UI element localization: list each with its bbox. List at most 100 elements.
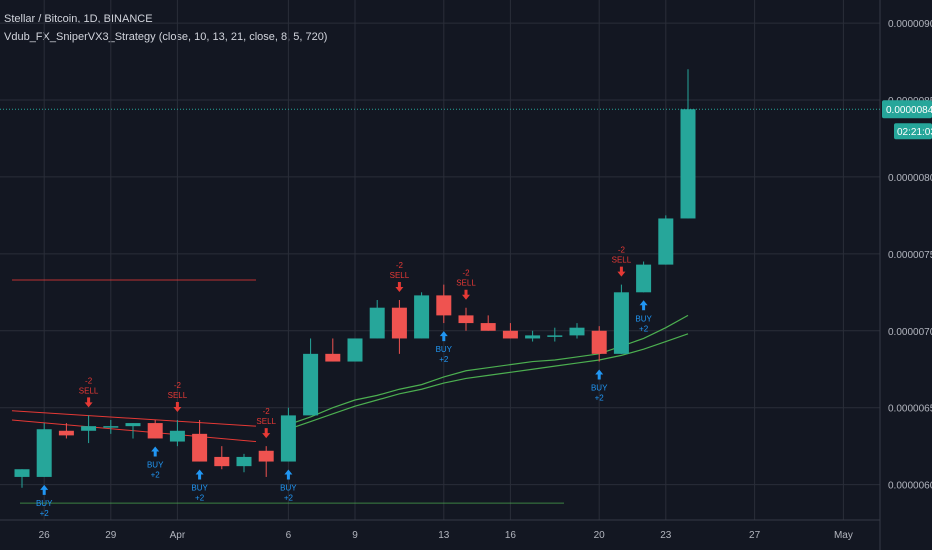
candle-body [658,218,674,265]
price-tick-label: 0.00000750 [888,250,932,261]
price-tick-label: 0.00000800 [888,173,932,184]
candle-body [103,426,119,428]
candle [480,315,496,331]
candle-body [58,430,74,436]
sell-signal: SELL-2 [79,376,99,408]
candle-body [347,338,363,362]
buy-qty: +2 [595,394,605,403]
candle [369,300,385,339]
candle [613,284,629,354]
last-price-value: 0.00000844 [886,105,932,116]
last-price-box [882,100,932,119]
time-tick-label: 13 [438,530,450,541]
candle-body [147,423,163,439]
candle [192,420,208,462]
candle-body [325,353,341,362]
buy-qty: +2 [639,324,649,333]
price-tick-label: 0.00000600 [888,481,932,492]
sell-qty: -2 [174,381,182,390]
price-tick-label: 0.00000900 [888,19,932,30]
buy-arrow-icon [639,300,648,311]
candle [236,453,252,473]
buy-signal: BUY+2 [36,484,53,518]
candle [280,407,296,462]
sell-label: SELL [612,256,632,265]
candle [214,446,230,470]
time-tick-label: 20 [594,530,606,541]
buy-label: BUY [36,499,53,508]
sell-qty: -2 [263,407,271,416]
candle-body [480,323,496,331]
buy-qty: +2 [439,355,449,364]
candle [147,420,163,439]
level-lines [11,279,564,504]
buy-label: BUY [635,314,652,323]
candle [525,330,541,342]
candle-body [369,307,385,339]
candle [658,215,674,265]
candle-body [169,430,185,442]
candle [436,284,452,324]
candle-body [81,426,97,431]
time-tick-label: Apr [170,530,186,541]
grid [0,0,880,520]
countdown-box [894,123,932,140]
sell-label: SELL [456,279,476,288]
candle-body [591,330,607,354]
candle-body [636,264,652,293]
candle [169,420,185,447]
buy-signal: BUY+2 [280,469,297,503]
candle [81,415,97,444]
time-tick-label: 26 [39,530,51,541]
sell-arrow-icon [395,282,404,292]
candle [591,326,607,362]
candle [458,307,474,331]
buy-signal: BUY+2 [591,369,608,403]
sell-arrow-icon [462,289,470,300]
sell-qty: -2 [618,246,626,255]
buy-signal: BUY+2 [436,331,453,364]
candle-body [547,335,563,337]
candle [303,338,319,416]
candle [391,300,407,354]
sell-signal: SELL-2 [456,269,476,300]
candle-body [436,295,452,316]
price-axis[interactable]: 0.00000600 0.00000650 0.00000700 0.00000750… [879,0,932,550]
buy-arrow-icon [151,446,160,457]
candle-body [680,109,696,219]
candle [569,323,585,339]
candle [103,420,119,434]
sell-signal: SELL-2 [612,246,632,277]
candle [547,327,563,342]
candle [258,446,274,477]
candle-body [525,335,541,339]
time-tick-label: May [834,530,853,541]
buy-qty: +2 [151,470,161,479]
time-tick-label: 16 [505,530,517,541]
moving-average-line [288,333,689,430]
indicator-title[interactable]: Vdub_FX_SniperVX3_Strategy (close, 10, 1… [4,31,328,43]
sell-arrow-icon [262,428,271,439]
candle-body [258,450,274,462]
buy-label: BUY [147,460,164,469]
candle-body [458,315,474,324]
candle-body [391,307,407,339]
buy-qty: +2 [284,494,294,503]
candle [636,261,652,293]
countdown-value: 02:21:03 [897,127,932,138]
buy-signal: BUY+2 [191,469,208,503]
sell-arrow-icon [173,402,182,412]
time-axis[interactable]: 26 29 Apr 6 9 13 16 20 23 27 May [0,519,880,541]
candle-body [192,433,208,462]
sell-qty: -2 [462,269,470,278]
sell-label: SELL [168,391,188,400]
candle [325,338,341,362]
time-tick-label: 23 [660,530,672,541]
candle-body [414,295,430,339]
price-tick-label: 0.00000650 [888,404,932,415]
buy-arrow-icon [195,469,204,480]
symbol-title: Stellar / Bitcoin, 1D, BINANCE [4,13,153,25]
sell-label: SELL [79,386,99,395]
candle [680,69,696,219]
